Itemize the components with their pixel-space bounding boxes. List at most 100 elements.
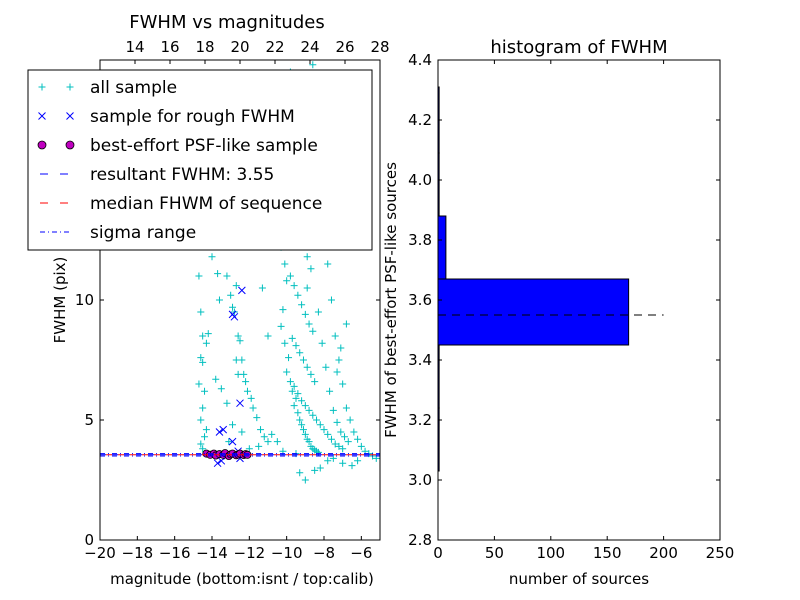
all-sample-point — [234, 332, 242, 340]
all-sample-point — [223, 272, 231, 280]
right-y-ticks: 2.8 3.0 3.2 3.4 3.6 3.8 4.0 4.2 4.4 — [408, 51, 720, 549]
all-sample-point — [212, 375, 220, 383]
all-sample-point — [344, 438, 352, 446]
all-sample-point — [283, 368, 291, 376]
all-sample-point — [243, 387, 251, 395]
all-sample-point — [314, 308, 322, 316]
all-sample-point — [214, 270, 222, 278]
x-tick-label: −18 — [122, 544, 154, 562]
all-sample-point — [339, 445, 347, 453]
all-sample-point — [238, 428, 246, 436]
all-sample-point — [208, 253, 216, 261]
all-sample-point — [335, 442, 343, 450]
all-sample-point — [307, 370, 315, 378]
all-sample-point — [255, 442, 263, 450]
x-tick-label: −14 — [196, 544, 228, 562]
y-tick-label: 3.0 — [408, 471, 432, 489]
all-sample-point — [285, 354, 293, 362]
y-tick-label: 10 — [75, 291, 94, 309]
all-sample-point — [324, 457, 332, 465]
all-sample-point — [311, 466, 319, 474]
all-sample-point — [202, 339, 210, 347]
legend-label: sample for rough FWHM — [90, 107, 295, 127]
all-sample-point — [333, 368, 341, 376]
x-tick-label: −16 — [159, 544, 191, 562]
all-sample-point — [318, 339, 326, 347]
all-sample-point — [320, 426, 328, 434]
all-sample-point — [249, 404, 257, 412]
all-sample-point — [299, 356, 307, 364]
legend-label: median FHWM of sequence — [90, 194, 322, 214]
all-sample-point — [273, 438, 281, 446]
all-sample-point — [199, 358, 207, 366]
top-tick-label: 28 — [370, 38, 389, 56]
all-sample-point — [279, 306, 287, 314]
all-sample-point — [288, 334, 296, 342]
legend-marker — [38, 83, 46, 91]
all-sample-point — [204, 330, 212, 338]
all-sample-point — [303, 284, 311, 292]
all-sample-point — [296, 469, 304, 477]
y-tick-label: 4.2 — [408, 111, 432, 129]
all-sample-point — [335, 356, 343, 364]
all-sample-point — [294, 390, 302, 398]
all-sample-point — [342, 404, 350, 412]
all-sample-point — [199, 404, 207, 412]
all-sample-point — [236, 337, 244, 345]
all-sample-point — [286, 378, 294, 386]
all-sample-point — [341, 433, 349, 441]
legend-label: sigma range — [90, 223, 196, 243]
y-tick-label: 5 — [84, 411, 94, 429]
all-sample-point — [294, 409, 302, 417]
all-sample-point — [245, 445, 253, 453]
x-tick-label: 0 — [433, 544, 443, 562]
legend-box — [27, 69, 373, 251]
x-tick-label: −6 — [350, 544, 372, 562]
legend-item-rough-fwhm-sample: sample for rough FWHM — [38, 107, 295, 127]
left-x-ticks: −20 −18 −16 −14 −12 −10 −8 −6 — [84, 536, 372, 562]
y-tick-label: 3.4 — [408, 351, 432, 369]
all-sample-point — [292, 394, 300, 402]
all-sample-point — [324, 430, 332, 438]
right-x-axis-label: number of sources — [509, 570, 649, 588]
all-sample-point — [268, 430, 276, 438]
all-sample-point — [327, 296, 335, 304]
fwhm-vs-magnitudes-chart: −20 −18 −16 −14 −12 −10 −8 −6 0 5 10 14 16 18 20 22 24… — [27, 12, 390, 588]
all-sample-point — [264, 332, 272, 340]
all-sample-point — [290, 382, 298, 390]
all-sample-point — [339, 459, 347, 467]
all-sample-point — [309, 327, 317, 335]
all-sample-point — [339, 380, 347, 388]
all-sample-point — [303, 253, 311, 261]
all-sample-point — [309, 411, 317, 419]
rough-sample-point — [228, 437, 237, 446]
x-tick-label: −8 — [313, 544, 335, 562]
all-sample-point — [346, 416, 354, 424]
all-sample-point — [197, 354, 205, 362]
all-sample-point — [277, 322, 285, 330]
legend-item-median-fwhm: median FHWM of sequence — [40, 194, 322, 214]
all-sample-point — [296, 416, 304, 424]
legend-marker — [37, 140, 47, 150]
top-tick-label: 14 — [125, 38, 144, 56]
y-tick-label: 2.8 — [408, 531, 432, 549]
all-sample-point — [201, 433, 209, 441]
all-sample-point — [311, 378, 319, 386]
all-sample-point — [329, 454, 337, 462]
legend-item-best-effort-sample: best-effort PSF-like sample — [37, 136, 318, 156]
left-y-ticks: 0 5 10 — [75, 291, 380, 549]
x-tick-label: 50 — [485, 544, 504, 562]
right-x-ticks: 0 50 100 150 200 250 — [433, 60, 734, 562]
all-sample-point — [227, 291, 235, 299]
all-sample-point — [232, 282, 240, 290]
all-sample-point — [283, 277, 291, 285]
rough-sample-point — [215, 428, 224, 436]
all-sample-point — [257, 426, 265, 434]
top-tick-label: 24 — [300, 38, 319, 56]
left-chart-title: FWHM vs magnitudes — [129, 12, 324, 33]
legend-label: resultant FWHM: 3.55 — [90, 165, 274, 185]
all-sample-point — [305, 320, 313, 328]
all-sample-point — [331, 440, 339, 448]
legend-item-sigma-range: sigma range — [40, 223, 196, 243]
